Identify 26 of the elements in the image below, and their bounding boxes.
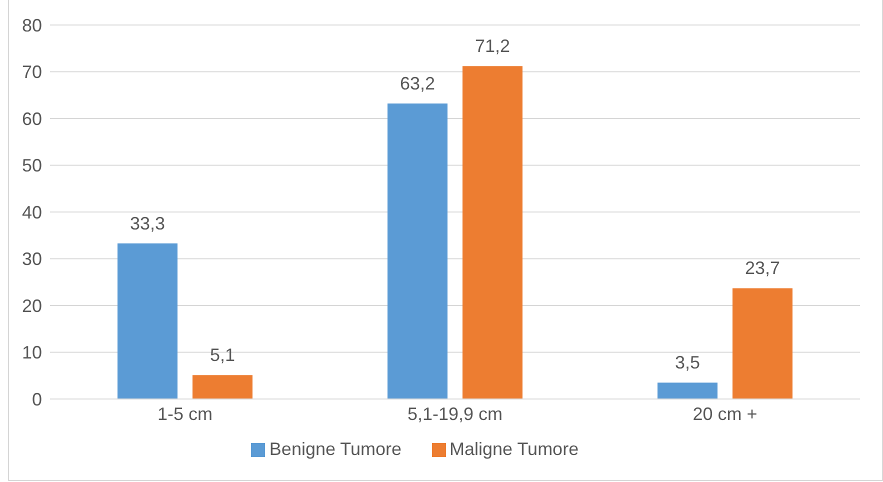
y-tick-label: 30 <box>22 249 42 270</box>
y-tick-label: 20 <box>22 296 42 316</box>
y-tick-label: 60 <box>22 108 42 129</box>
bar <box>388 104 448 399</box>
x-tick-label: 1-5 cm <box>157 404 213 424</box>
data-label: 71,2 <box>474 36 510 56</box>
x-tick-label: 5,1-19,9 cm <box>407 404 503 424</box>
y-tick-label: 50 <box>22 156 42 176</box>
y-tick-label: 0 <box>32 389 42 410</box>
y-tick-label: 70 <box>22 62 42 82</box>
bar <box>658 382 718 399</box>
legend-label: Maligne Tumore <box>450 439 579 459</box>
data-label: 33,3 <box>130 213 166 234</box>
data-label: 5,1 <box>210 345 236 366</box>
bar <box>732 288 792 399</box>
legend-label: Benigne Tumore <box>269 439 402 459</box>
data-label: 63,2 <box>400 74 436 94</box>
bar <box>192 375 252 399</box>
y-tick-label: 80 <box>22 15 42 36</box>
x-tick-label: 20 cm + <box>692 404 758 424</box>
y-tick-label: 10 <box>22 342 42 363</box>
data-label: 3,5 <box>674 352 700 373</box>
data-label: 23,7 <box>744 258 780 278</box>
y-tick-label: 40 <box>22 202 42 222</box>
bar <box>118 243 178 399</box>
bar <box>462 66 522 399</box>
